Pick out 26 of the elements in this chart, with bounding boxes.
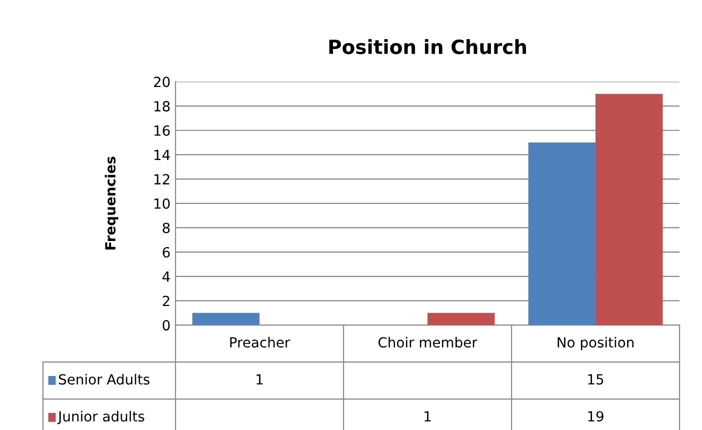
y-tick-label: 0 (162, 320, 170, 331)
bar (528, 142, 596, 326)
data-label: 1 (424, 411, 431, 422)
y-tick-label: 18 (154, 101, 170, 112)
y-tick-label: 8 (162, 222, 170, 234)
y-tick-label: 12 (154, 174, 170, 184)
bar (428, 312, 495, 326)
legend-label: Senior Adults (58, 374, 150, 385)
y-tick-label: 2 (162, 296, 170, 306)
y-tick-label: 14 (154, 150, 170, 160)
bar (192, 312, 260, 326)
y-axis-title: Frequencies (104, 156, 118, 250)
data-label: 15 (588, 374, 604, 385)
data-label: 19 (588, 411, 604, 422)
bar (596, 94, 663, 326)
y-tick-label: 4 (162, 272, 170, 282)
x-tick-label: Choir member (378, 336, 478, 348)
x-tick-label: No position (558, 336, 634, 350)
y-tick-label: 6 (162, 247, 170, 258)
chart-title: Position in Church (329, 39, 526, 54)
legend-label: Junior adults (57, 410, 144, 424)
y-tick-label: 10 (154, 198, 170, 209)
x-tick-label: Preacher (230, 336, 290, 348)
y-tick-label: 20 (154, 76, 170, 88)
data-label: 1 (256, 374, 263, 384)
y-tick-label: 16 (154, 125, 170, 136)
